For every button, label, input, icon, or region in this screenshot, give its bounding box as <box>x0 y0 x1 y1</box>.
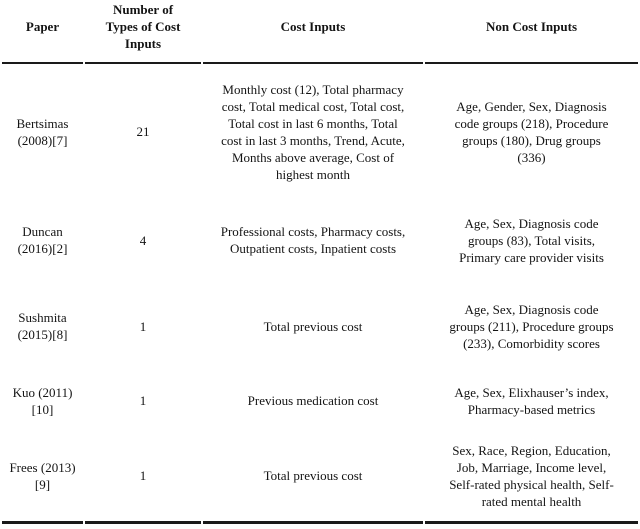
num-cost-types-cell: 1 <box>139 318 147 334</box>
header-row: Paper Number of Types of Cost Inputs Cos… <box>2 0 638 64</box>
table-row-frees: Frees (2013)[9] 1 Total previous cost Se… <box>2 430 638 524</box>
paper-cell: Frees (2013)[9] <box>2 430 83 524</box>
column-header-paper: Paper <box>2 0 83 64</box>
cost-inputs-cell: Monthly cost (12), Total pharmacy cost, … <box>221 81 405 182</box>
non-cost-inputs-cell: Age, Gender, Sex, Diagnosis code groups … <box>454 98 609 165</box>
non-cost-inputs-cell: Age, Sex, Elixhauser’s index, Pharmacy-b… <box>454 384 609 417</box>
cost-inputs-cell: Total previous cost <box>263 318 363 334</box>
cost-inputs-cell: Professional costs, Pharmacy costs, Outp… <box>220 224 406 256</box>
non-cost-inputs-cell: Age, Sex, Diagnosis code groups (211), P… <box>449 301 614 351</box>
non-cost-inputs-cell: Age, Sex, Diagnosis code groups (83), To… <box>459 215 604 265</box>
table-row-bertsimas: Bertsimas (2008)[7] 21 Monthly cost (12)… <box>2 64 638 199</box>
column-header-num-cost-types: Number of Types of Cost Inputs <box>85 0 201 64</box>
table-row-kuo: Kuo (2011)[10] 1 Previous medication cos… <box>2 371 638 430</box>
paper-cell: Kuo (2011)[10] <box>12 384 73 417</box>
paper-cell: Sushmita (2015)[8] <box>17 310 68 342</box>
column-header-cost-inputs: Cost Inputs <box>203 0 423 64</box>
paper-cell: Bertsimas (2008)[7] <box>16 115 69 148</box>
cost-inputs-cell: Previous medication cost <box>247 393 379 408</box>
cost-inputs-cell: Total previous cost <box>203 430 423 524</box>
num-cost-types-cell: 1 <box>139 393 147 408</box>
num-cost-types-cell: 4 <box>139 232 147 248</box>
column-header-non-cost-inputs: Non Cost Inputs <box>425 0 638 64</box>
non-cost-inputs-cell: Sex, Race, Region, Education, Job, Marri… <box>425 430 638 524</box>
table-row-duncan: Duncan (2016)[2] 4 Professional costs, P… <box>2 199 638 281</box>
num-cost-types-cell: 21 <box>136 124 150 139</box>
paper-cell: Duncan (2016)[2] <box>17 224 68 256</box>
table-row-sushmita: Sushmita (2015)[8] 1 Total previous cost… <box>2 281 638 371</box>
num-cost-types-cell: 1 <box>85 430 201 524</box>
